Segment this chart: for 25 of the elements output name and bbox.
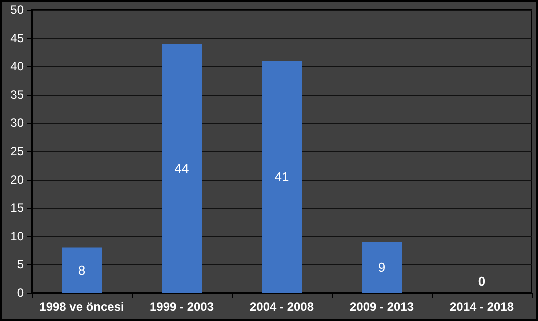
x-tick-label: 1999 - 2003	[150, 300, 214, 314]
bar	[262, 60, 302, 293]
y-tick-label: 20	[10, 172, 24, 187]
data-label: 0	[478, 274, 486, 289]
y-tick-label: 50	[10, 3, 24, 17]
y-tick-label: 40	[10, 60, 24, 74]
x-tick-label: 2014 - 2018	[450, 300, 514, 314]
y-tick-label: 45	[10, 31, 24, 46]
x-tick-label: 2009 - 2013	[350, 300, 414, 314]
x-tick-label: 1998 ve öncesi	[40, 300, 124, 314]
data-label: 9	[378, 260, 386, 276]
data-label: 8	[78, 262, 86, 278]
y-tick-label: 35	[10, 88, 24, 102]
y-tick-label: 10	[10, 229, 24, 244]
y-tick-label: 30	[10, 116, 24, 130]
data-label: 41	[274, 169, 290, 184]
bar	[362, 242, 402, 293]
y-tick-label: 25	[10, 144, 24, 158]
bar	[62, 248, 102, 293]
y-tick-label: 0	[17, 286, 24, 300]
data-label: 44	[174, 160, 190, 176]
y-tick-label: 5	[17, 258, 24, 272]
x-tick-label: 2004 - 2008	[250, 300, 314, 314]
bar	[162, 44, 202, 293]
y-tick-label: 15	[10, 201, 24, 216]
